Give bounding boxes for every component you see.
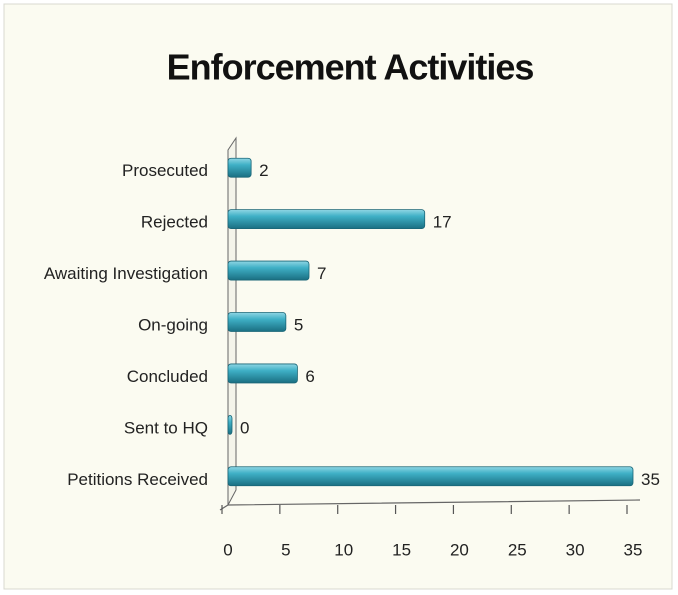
- x-tick-label: 20: [450, 540, 469, 559]
- x-axis-line: [219, 499, 641, 511]
- value-label: 35: [641, 470, 660, 489]
- x-tick-label: 10: [334, 540, 353, 559]
- background: [3, 3, 673, 590]
- bar: [227, 157, 252, 178]
- value-label: 2: [259, 161, 268, 180]
- bar: [227, 209, 426, 230]
- x-tick-label: 0: [223, 540, 232, 559]
- bar: [227, 363, 298, 384]
- bar: [227, 414, 233, 435]
- x-tick-label: 25: [508, 540, 527, 559]
- y-tick-label: Awaiting Investigation: [44, 264, 208, 283]
- chart-title: Enforcement Activities: [167, 47, 534, 88]
- bar: [227, 466, 634, 487]
- value-label: 5: [294, 315, 303, 334]
- y-tick-label: Rejected: [141, 213, 208, 232]
- y-tick-label: Sent to HQ: [124, 418, 208, 437]
- y-tick-label: Prosecuted: [122, 161, 208, 180]
- x-tick-label: 30: [566, 540, 585, 559]
- x-tick-label: 15: [392, 540, 411, 559]
- bar: [227, 312, 287, 332]
- x-tick-label: 5: [281, 540, 290, 559]
- bar: [227, 260, 310, 281]
- value-label: 6: [305, 367, 314, 386]
- value-label: 17: [433, 213, 452, 232]
- y-tick-label: Petitions Received: [67, 470, 208, 489]
- x-tick-label: 35: [624, 540, 643, 559]
- y-tick-label: On-going: [138, 315, 208, 334]
- value-label: 7: [317, 264, 326, 283]
- value-label: 0: [240, 418, 249, 437]
- y-tick-label: Concluded: [127, 367, 208, 386]
